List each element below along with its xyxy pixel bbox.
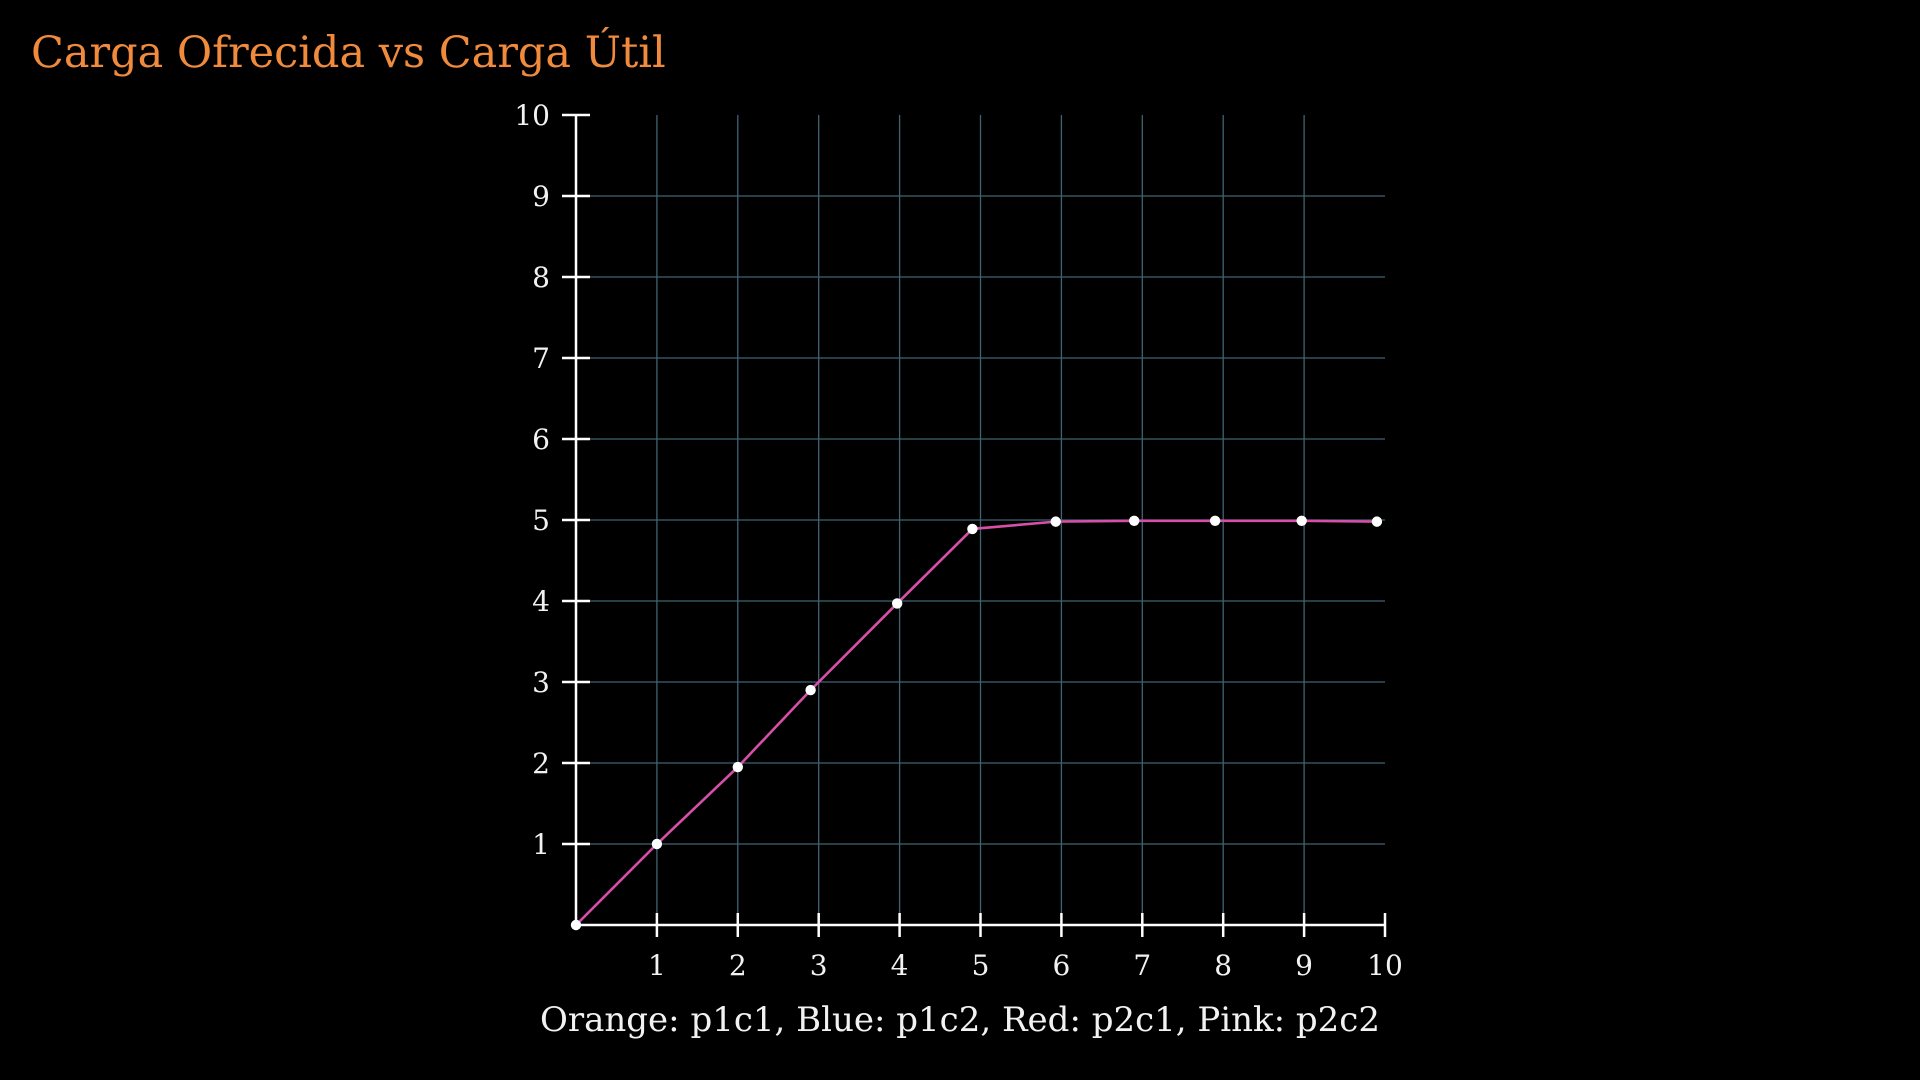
data-point — [732, 761, 743, 773]
legend-caption: Orange: p1c1, Blue: p1c2, Red: p2c1, Pin… — [540, 1000, 1380, 1040]
x-tick-label: 2 — [729, 949, 747, 982]
data-point — [891, 598, 903, 609]
y-tick-label: 4 — [532, 585, 550, 618]
x-tick-label: 10 — [1367, 949, 1403, 982]
x-tick-label: 9 — [1295, 949, 1313, 982]
x-tick-label: 5 — [972, 949, 990, 982]
y-tick-label: 3 — [532, 666, 550, 699]
x-tick-label: 1 — [648, 949, 666, 982]
data-point — [570, 919, 582, 931]
chart-title: Carga Ofrecida vs Carga Útil — [31, 28, 666, 78]
series-layer — [570, 515, 1383, 931]
data-point — [1050, 516, 1061, 527]
y-tick-label: 7 — [532, 342, 550, 375]
tick-labels: 1 2 3 4 5 6 7 8 9 10 1 2 3 4 5 6 7 8 9 10 — [514, 99, 1402, 982]
data-point — [1209, 515, 1221, 527]
data-point — [1296, 515, 1307, 527]
y-tick-label: 5 — [532, 504, 550, 537]
data-point — [805, 684, 816, 696]
y-tick-label: 9 — [532, 180, 550, 213]
y-tick-label: 1 — [532, 828, 550, 861]
grid-lines — [576, 115, 1385, 925]
x-tick-label: 8 — [1214, 949, 1232, 982]
x-tick-label: 3 — [810, 949, 828, 982]
axes — [562, 113, 1387, 937]
y-tick-label: 10 — [514, 99, 550, 132]
y-tick-label: 8 — [532, 261, 550, 294]
x-tick-label: 6 — [1052, 949, 1070, 982]
data-point — [1129, 515, 1140, 527]
x-tick-label: 4 — [891, 949, 909, 982]
y-tick-label: 6 — [532, 423, 550, 456]
data-point — [651, 838, 663, 850]
x-tick-label: 7 — [1133, 949, 1151, 982]
data-point — [1371, 516, 1383, 527]
series-line — [575, 519, 1377, 926]
y-tick-label: 2 — [532, 747, 550, 780]
data-point — [967, 523, 978, 535]
